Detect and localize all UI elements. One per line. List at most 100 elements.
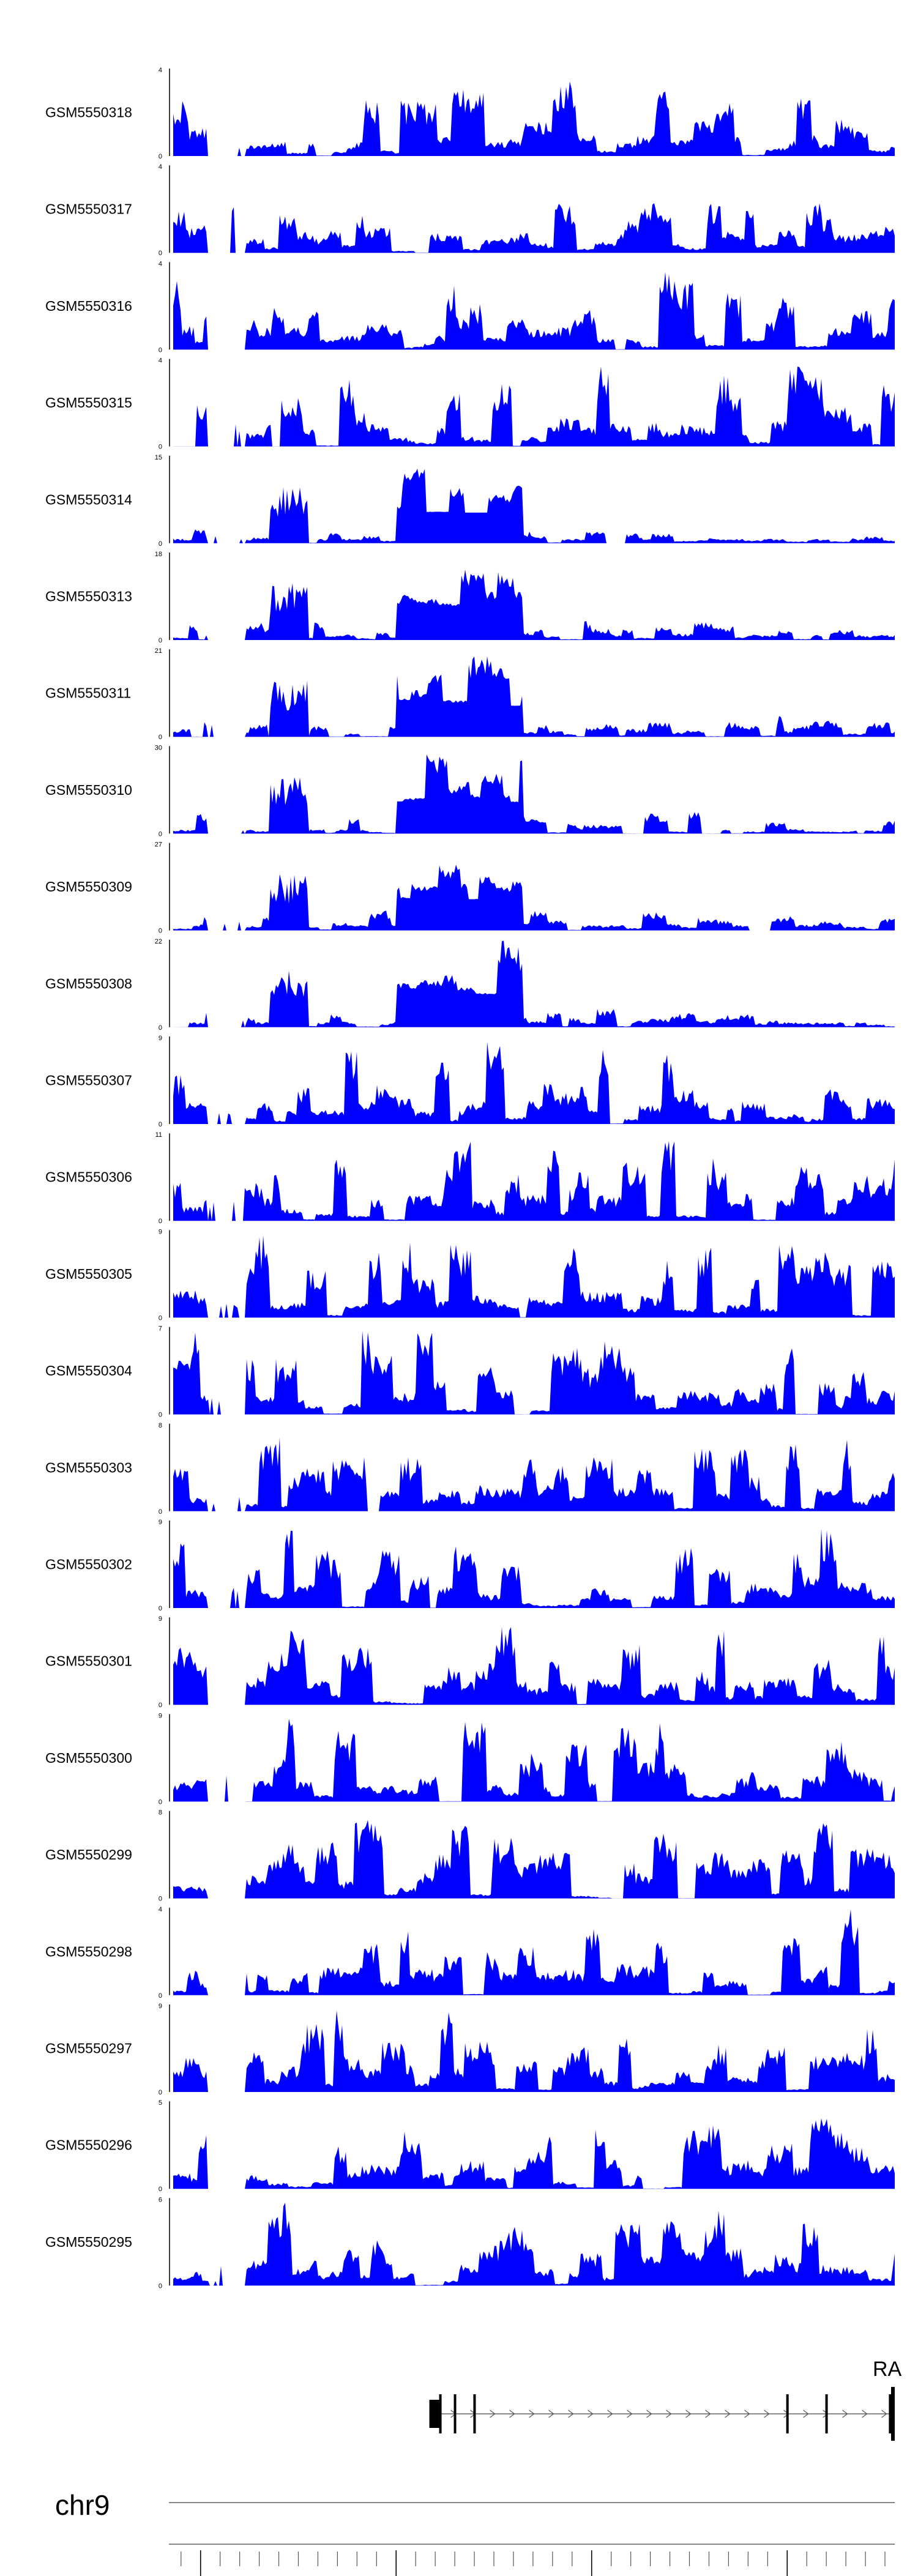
y-axis-min-label: 0	[159, 2186, 162, 2193]
coverage-area	[173, 1719, 895, 1802]
exon	[825, 2394, 828, 2433]
y-axis-min-label: 0	[159, 346, 162, 354]
strand-arrow	[529, 2410, 535, 2418]
y-axis-min-label: 0	[159, 1314, 162, 1322]
y-axis-max-label: 27	[155, 841, 162, 849]
coverage-area	[173, 1437, 895, 1511]
coverage-area	[173, 1141, 895, 1221]
exon	[786, 2394, 789, 2433]
coverage-area	[173, 940, 895, 1027]
strand-arrow	[627, 2410, 633, 2418]
y-axis-min-label: 0	[159, 734, 162, 741]
track-label: GSM5550298	[45, 1943, 132, 1959]
y-axis-max-label: 8	[159, 1809, 162, 1817]
y-axis-max-label: 22	[155, 938, 162, 945]
y-axis-max-label: 9	[159, 1519, 162, 1526]
y-axis-min-label: 0	[159, 1798, 162, 1806]
coverage-area	[173, 203, 895, 253]
track-label: GSM5550303	[45, 1459, 132, 1475]
y-axis-min-label: 0	[159, 1121, 162, 1128]
y-axis-min-label: 0	[159, 540, 162, 548]
y-axis-min-label: 0	[159, 444, 162, 451]
coverage-area	[173, 1235, 895, 1318]
strand-arrow	[685, 2410, 692, 2418]
gene-label: RA	[873, 2358, 902, 2381]
strand-arrow	[705, 2410, 711, 2418]
y-axis-max-label: 9	[159, 1615, 162, 1623]
y-axis-min-label: 0	[159, 928, 162, 935]
track-label: GSM5550314	[45, 491, 132, 507]
track-label: GSM5550313	[45, 589, 132, 605]
y-axis-max-label: 30	[155, 744, 162, 751]
exon	[453, 2394, 457, 2433]
y-axis-max-label: 4	[159, 163, 162, 171]
y-axis-min-label: 0	[159, 2089, 162, 2096]
track-label: GSM5550304	[45, 1363, 132, 1379]
coverage-area	[173, 1909, 895, 1995]
coverage-area	[173, 2118, 895, 2189]
strand-arrow	[803, 2410, 809, 2418]
strand-arrow	[744, 2410, 750, 2418]
coverage-area	[173, 1627, 895, 1705]
y-axis-max-label: 7	[159, 1325, 162, 1333]
strand-arrow	[490, 2410, 496, 2418]
chromosome-label: chr9	[55, 2489, 110, 2521]
y-axis-min-label: 0	[159, 1896, 162, 1903]
y-axis-min-label: 0	[159, 1702, 162, 1709]
coverage-area	[173, 1820, 895, 1899]
coverage-area	[173, 1041, 895, 1124]
track-label: GSM5550310	[45, 782, 132, 798]
strand-arrow	[881, 2410, 887, 2418]
track-label: GSM5550307	[45, 1073, 132, 1089]
y-axis-max-label: 9	[159, 2003, 162, 2010]
exon	[889, 2394, 892, 2433]
y-axis-max-label: 6	[159, 2196, 162, 2203]
track-label: GSM5550300	[45, 1750, 132, 1766]
coverage-area	[173, 2010, 895, 2092]
strand-arrow	[509, 2410, 515, 2418]
y-axis-max-label: 4	[159, 1906, 162, 1913]
y-axis-max-label: 4	[159, 260, 162, 267]
exon	[473, 2394, 476, 2433]
strand-arrow	[725, 2410, 731, 2418]
coverage-area	[173, 1528, 895, 1608]
coverage-area	[173, 469, 895, 543]
y-axis-min-label: 0	[159, 1024, 162, 1032]
y-axis-max-label: 11	[155, 1131, 162, 1139]
y-axis-min-label: 0	[159, 830, 162, 838]
y-axis-min-label: 0	[159, 1508, 162, 1516]
coverage-area	[173, 367, 895, 447]
strand-arrow	[607, 2410, 613, 2418]
strand-arrow	[862, 2410, 868, 2418]
strand-arrow	[666, 2410, 672, 2418]
y-axis-min-label: 0	[159, 637, 162, 644]
y-axis-min-label: 0	[159, 1218, 162, 1225]
track-label: GSM5550316	[45, 298, 132, 314]
coverage-area	[173, 1330, 895, 1415]
strand-arrow	[842, 2410, 848, 2418]
y-axis-max-label: 9	[159, 1228, 162, 1235]
track-label: GSM5550308	[45, 975, 132, 991]
y-axis-max-label: 5	[159, 2099, 162, 2107]
y-axis-max-label: 15	[155, 454, 162, 461]
y-axis-min-label: 0	[159, 1605, 162, 1612]
exon	[439, 2394, 442, 2433]
y-axis-min-label: 0	[159, 250, 162, 257]
track-label: GSM5550317	[45, 201, 132, 217]
coverage-area	[173, 569, 895, 640]
track-label: GSM5550302	[45, 1557, 132, 1573]
y-axis-max-label: 9	[159, 1712, 162, 1719]
strand-arrow	[646, 2410, 652, 2418]
track-label: GSM5550301	[45, 1653, 132, 1669]
y-axis-max-label: 4	[159, 357, 162, 365]
y-axis-min-label: 0	[159, 1992, 162, 2000]
exon	[891, 2387, 895, 2441]
y-axis-max-label: 4	[159, 67, 162, 74]
track-label: GSM5550297	[45, 2041, 132, 2057]
y-axis-max-label: 21	[155, 647, 162, 655]
track-label: GSM5550309	[45, 879, 132, 895]
track-label: GSM5550315	[45, 395, 132, 411]
track-label: GSM5550299	[45, 1847, 132, 1863]
